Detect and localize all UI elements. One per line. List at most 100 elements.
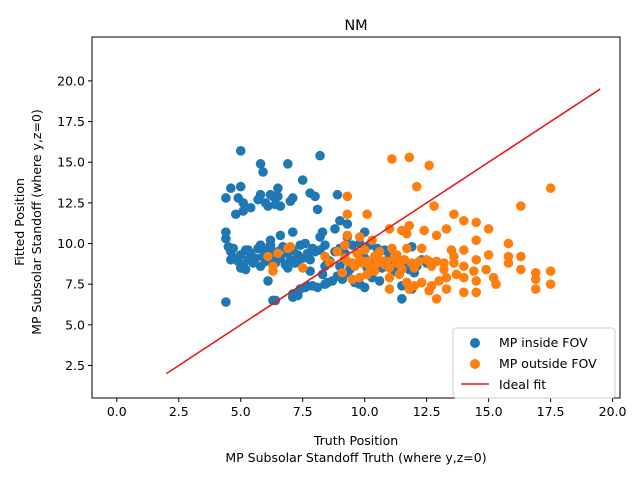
legend-label-ideal-fit: Ideal fit (499, 377, 546, 392)
point-outside-fov (362, 209, 372, 220)
point-outside-fov (516, 264, 526, 275)
legend-marker-outside-fov (470, 359, 480, 369)
legend-box (452, 327, 616, 399)
marks-layer (165, 88, 601, 375)
point-outside-fov (404, 220, 415, 231)
point-inside-fov (335, 215, 345, 226)
point-outside-fov (402, 228, 412, 239)
point-outside-fov (354, 272, 365, 283)
point-inside-fov (297, 175, 308, 185)
point-outside-fov (503, 238, 514, 249)
point-inside-fov (300, 238, 310, 249)
y-axis-ticks: 2.5 5.0 7.5 10.0 12.5 15.0 17.5 20.0 (57, 73, 92, 373)
point-inside-fov (221, 297, 231, 307)
point-inside-fov (265, 189, 276, 200)
point-outside-fov (545, 183, 556, 194)
x-tick-label: 15.0 (475, 404, 503, 419)
y-tick-label: 17.5 (57, 114, 85, 129)
point-inside-fov (283, 159, 293, 169)
point-outside-fov (387, 243, 397, 254)
point-outside-fov (342, 256, 353, 267)
point-outside-fov (337, 267, 348, 278)
point-outside-fov (384, 284, 395, 294)
point-outside-fov (471, 287, 482, 298)
point-outside-fov (459, 215, 469, 226)
point-outside-fov (441, 224, 452, 234)
point-outside-fov (340, 240, 350, 250)
point-inside-fov (221, 233, 231, 244)
point-outside-fov (342, 230, 353, 241)
x-tick-label: 7.5 (293, 404, 313, 419)
point-outside-fov (416, 243, 427, 254)
point-inside-fov (243, 245, 253, 255)
x-axis-label-line2: MP Subsolar Standoff Truth (where y,z=0) (225, 450, 486, 465)
point-outside-fov (545, 279, 556, 289)
point-inside-fov (245, 202, 256, 213)
point-inside-fov (221, 193, 231, 203)
point-outside-fov (459, 245, 469, 255)
point-outside-fov (362, 269, 372, 280)
point-outside-fov (369, 266, 380, 276)
x-tick-label: 5.0 (231, 404, 251, 419)
point-outside-fov (384, 263, 395, 273)
point-outside-fov (431, 256, 442, 267)
point-outside-fov (384, 272, 395, 283)
legend-label-outside-fov: MP outside FOV (499, 356, 597, 371)
point-outside-fov (516, 201, 526, 211)
point-inside-fov (238, 198, 249, 208)
point-outside-fov (439, 258, 449, 268)
point-outside-fov (404, 152, 415, 163)
point-outside-fov (297, 263, 308, 273)
point-outside-fov (431, 294, 442, 304)
point-inside-fov (374, 276, 385, 286)
point-outside-fov (451, 269, 462, 280)
point-inside-fov (250, 253, 261, 263)
legend: MP inside FOV MP outside FOV Ideal fit (452, 327, 616, 399)
point-inside-fov (263, 201, 273, 211)
point-outside-fov (404, 284, 415, 294)
x-tick-label: 0.0 (107, 404, 127, 419)
point-outside-fov (424, 256, 434, 267)
point-outside-fov (414, 256, 425, 267)
point-outside-fov (483, 250, 494, 260)
point-outside-fov (402, 243, 412, 254)
point-inside-fov (397, 294, 407, 304)
point-outside-fov (320, 251, 330, 262)
point-outside-fov (411, 181, 422, 192)
x-axis-label-line1: Truth Position (313, 433, 398, 448)
point-inside-fov (283, 263, 293, 273)
point-inside-fov (263, 276, 273, 286)
point-outside-fov (483, 224, 494, 234)
point-inside-fov (330, 224, 340, 234)
x-axis-ticks: 0.0 2.5 5.0 7.5 10.0 12.5 15.0 17.5 20.0 (107, 398, 627, 419)
chart-title: NM (344, 18, 367, 34)
point-outside-fov (387, 154, 397, 164)
point-outside-fov (471, 235, 482, 246)
x-tick-label: 2.5 (169, 404, 189, 419)
point-outside-fov (394, 269, 405, 280)
x-tick-label: 20.0 (599, 404, 627, 419)
y-tick-label: 15.0 (57, 155, 85, 170)
point-outside-fov (434, 276, 444, 286)
y-tick-label: 7.5 (65, 277, 85, 292)
point-outside-fov (354, 232, 365, 242)
point-outside-fov (530, 274, 541, 285)
point-inside-fov (275, 230, 286, 241)
point-outside-fov (471, 254, 482, 265)
point-outside-fov (416, 277, 427, 288)
point-outside-fov (273, 248, 283, 259)
point-inside-fov (235, 263, 246, 273)
point-outside-fov (347, 274, 358, 285)
point-inside-fov (226, 183, 236, 194)
point-inside-fov (359, 282, 370, 293)
point-outside-fov (449, 258, 459, 268)
point-outside-fov (268, 266, 278, 276)
point-outside-fov (429, 201, 439, 211)
point-inside-fov (312, 282, 323, 293)
point-outside-fov (431, 230, 442, 241)
point-outside-fov (424, 160, 434, 171)
point-outside-fov (441, 272, 452, 283)
legend-marker-inside-fov (470, 338, 480, 348)
point-inside-fov (317, 227, 328, 237)
